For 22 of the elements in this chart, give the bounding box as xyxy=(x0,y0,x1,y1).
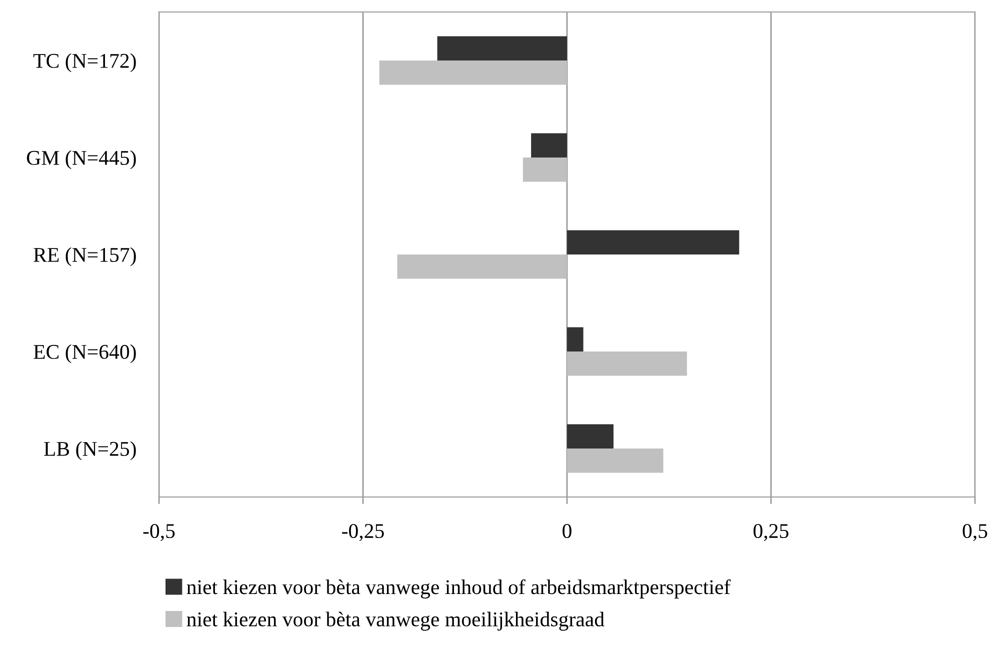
x-tick-label: -0,25 xyxy=(342,524,384,542)
bar xyxy=(567,448,664,473)
y-tick-label: GM (N=445) xyxy=(26,150,136,170)
bar xyxy=(531,133,567,158)
bar xyxy=(567,327,584,352)
y-tick-label: RE (N=157) xyxy=(34,247,136,266)
legend-label: niet kiezen voor bèta vanwege moeilijkheidsgraad xyxy=(186,612,604,631)
y-tick-label: TC (N=172) xyxy=(33,53,136,72)
bar xyxy=(567,424,614,448)
y-tick-label: EC (N=640) xyxy=(34,344,136,364)
bar xyxy=(567,352,687,376)
bar xyxy=(379,60,567,85)
x-tick-label: 0 xyxy=(562,524,572,538)
bar xyxy=(522,158,567,182)
x-tick-label: 0,5 xyxy=(962,524,988,542)
bar xyxy=(397,254,567,279)
legend-label: niet kiezen voor bèta vanwege inhoud of arbeidsmarktperspectief xyxy=(186,579,731,599)
x-tick-label: 0,25 xyxy=(754,524,788,542)
y-tick-label: LB (N=25) xyxy=(44,441,136,460)
x-tick-label: -0,5 xyxy=(143,524,175,542)
bar xyxy=(437,36,567,60)
bar xyxy=(567,230,740,254)
